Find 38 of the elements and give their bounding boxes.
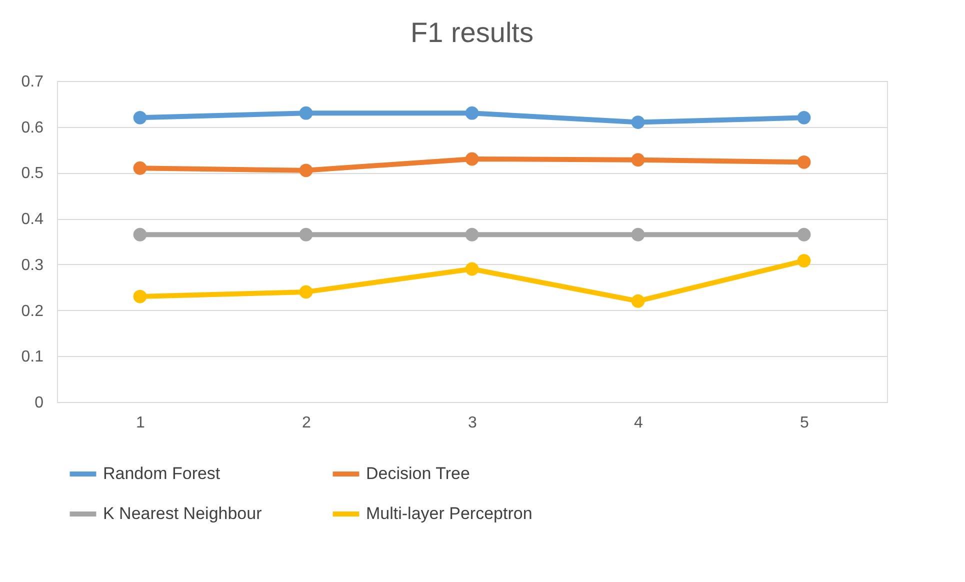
point	[133, 161, 147, 175]
point	[133, 290, 147, 304]
x-tick-label: 4	[634, 414, 644, 432]
legend-label: Random Forest	[103, 464, 220, 483]
point	[631, 294, 645, 308]
y-tick-label: 0.7	[21, 74, 44, 90]
point	[797, 155, 811, 169]
point	[797, 228, 811, 242]
point	[299, 228, 313, 242]
y-tick-label: 0	[34, 394, 44, 412]
legend-label: K Nearest Neighbour	[103, 504, 262, 523]
point	[299, 285, 313, 299]
point	[631, 228, 645, 242]
point	[465, 106, 479, 120]
point	[797, 254, 811, 268]
point	[631, 153, 645, 167]
point	[299, 106, 313, 120]
x-tick-label: 1	[136, 414, 146, 432]
y-tick-label: 0.6	[21, 119, 44, 136]
y-tick-label: 0.2	[21, 302, 44, 320]
point	[465, 152, 479, 166]
legend-label: Decision Tree	[366, 464, 470, 483]
x-tick-label: 5	[800, 414, 810, 432]
y-tick-label: 0.1	[21, 348, 44, 366]
point	[465, 262, 479, 276]
point	[299, 164, 313, 178]
point	[133, 228, 147, 242]
point	[465, 228, 479, 242]
point	[133, 110, 147, 124]
x-tick-label: 2	[302, 414, 312, 432]
y-tick-label: 0.4	[21, 211, 44, 228]
y-tick-label: 0.3	[21, 256, 44, 274]
x-tick-label: 3	[468, 414, 478, 432]
point	[797, 110, 811, 124]
point	[631, 116, 645, 129]
legend-label: Multi-layer Perceptron	[366, 504, 532, 523]
y-tick-label: 0.5	[21, 165, 44, 182]
chart-title: F1 results	[410, 17, 534, 48]
